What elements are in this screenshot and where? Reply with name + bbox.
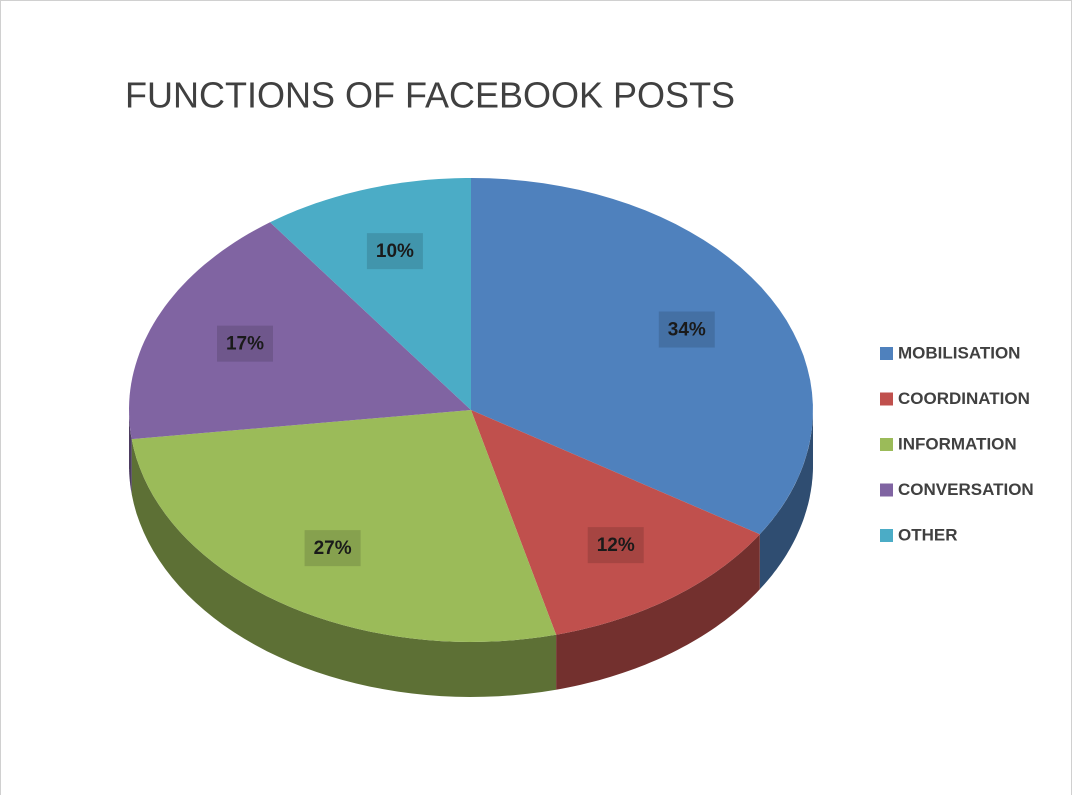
legend-label: OTHER bbox=[898, 525, 958, 544]
data-label: 17% bbox=[226, 334, 264, 355]
data-label: 34% bbox=[668, 320, 706, 341]
pie-slices bbox=[129, 178, 813, 642]
legend-swatch bbox=[880, 438, 893, 451]
legend-label: COORDINATION bbox=[898, 389, 1030, 408]
data-label: 10% bbox=[376, 241, 414, 262]
chart-title: FUNCTIONS OF FACEBOOK POSTS bbox=[125, 75, 735, 116]
legend-swatch bbox=[880, 529, 893, 542]
legend-swatch bbox=[880, 393, 893, 406]
legend-swatch bbox=[880, 347, 893, 360]
page: {"chart_data": {"type": "pie", "title": … bbox=[0, 0, 1072, 795]
legend-label: CONVERSATION bbox=[898, 480, 1034, 499]
data-label: 12% bbox=[597, 535, 635, 556]
chart: FUNCTIONS OF FACEBOOK POSTS 34% 12% 27% 17%… bbox=[0, 0, 1072, 795]
legend-label: INFORMATION bbox=[898, 434, 1017, 453]
legend-label: MOBILISATION bbox=[898, 343, 1020, 362]
legend-swatch bbox=[880, 484, 893, 497]
data-label: 27% bbox=[314, 538, 352, 559]
